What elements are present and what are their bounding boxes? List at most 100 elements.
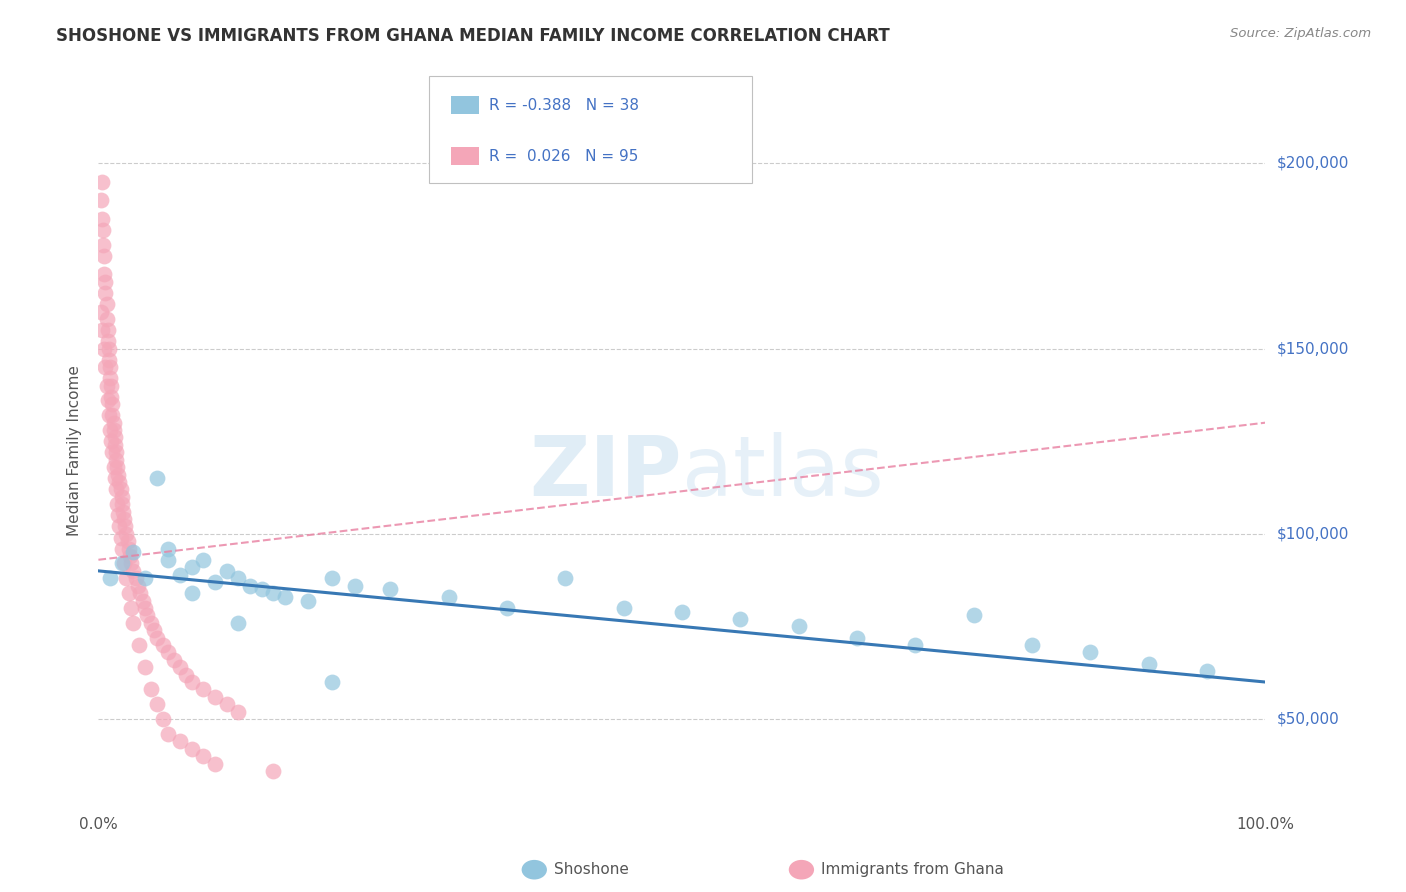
Point bbox=[90, 175, 112, 189]
Point bbox=[110, 531, 132, 545]
Point bbox=[94, 285, 117, 300]
Text: ZIP: ZIP bbox=[530, 432, 682, 513]
Point bbox=[496, 601, 519, 615]
Point bbox=[100, 378, 122, 392]
Point bbox=[112, 557, 135, 571]
Point bbox=[157, 553, 180, 567]
Point bbox=[193, 749, 215, 764]
Point bbox=[96, 378, 118, 392]
Point bbox=[163, 653, 186, 667]
Text: Source: ZipAtlas.com: Source: ZipAtlas.com bbox=[1230, 27, 1371, 40]
Point bbox=[1080, 645, 1102, 659]
Point bbox=[90, 323, 112, 337]
Point bbox=[215, 698, 238, 712]
Point bbox=[101, 445, 124, 459]
Point bbox=[97, 323, 120, 337]
Text: atlas: atlas bbox=[682, 432, 883, 513]
Point bbox=[134, 601, 156, 615]
Point bbox=[962, 608, 984, 623]
Point bbox=[103, 423, 125, 437]
Point bbox=[228, 615, 250, 630]
Point bbox=[169, 567, 191, 582]
Point bbox=[380, 582, 402, 597]
Point bbox=[98, 360, 121, 375]
Point bbox=[90, 211, 112, 226]
Point bbox=[239, 579, 262, 593]
Point bbox=[613, 601, 636, 615]
Point bbox=[111, 497, 134, 511]
Point bbox=[120, 601, 142, 615]
Point bbox=[103, 460, 125, 475]
Point bbox=[105, 460, 128, 475]
Point bbox=[112, 512, 135, 526]
Point bbox=[128, 638, 150, 652]
Point bbox=[250, 582, 273, 597]
Point bbox=[169, 660, 191, 674]
Point bbox=[94, 275, 117, 289]
Point bbox=[554, 571, 576, 585]
Point bbox=[100, 434, 122, 449]
Point bbox=[96, 312, 118, 326]
Point bbox=[143, 623, 166, 637]
Text: $200,000: $200,000 bbox=[1277, 156, 1348, 170]
Point bbox=[122, 615, 145, 630]
Point bbox=[180, 560, 202, 574]
Point bbox=[204, 756, 226, 771]
Text: $50,000: $50,000 bbox=[1277, 712, 1340, 727]
Point bbox=[904, 638, 927, 652]
Point bbox=[730, 612, 752, 626]
Point bbox=[93, 249, 115, 263]
Point bbox=[157, 645, 180, 659]
Point bbox=[297, 593, 319, 607]
Point bbox=[110, 483, 132, 497]
Point bbox=[104, 430, 127, 444]
Point bbox=[104, 445, 127, 459]
Point bbox=[97, 409, 120, 423]
Point bbox=[146, 631, 169, 645]
Point bbox=[157, 541, 180, 556]
Text: $150,000: $150,000 bbox=[1277, 341, 1348, 356]
Point bbox=[274, 590, 297, 604]
Point bbox=[152, 638, 174, 652]
Point bbox=[96, 297, 118, 311]
Text: $100,000: $100,000 bbox=[1277, 526, 1348, 541]
Point bbox=[115, 526, 138, 541]
Point bbox=[228, 571, 250, 585]
Point bbox=[105, 497, 128, 511]
Text: Shoshone: Shoshone bbox=[554, 863, 628, 877]
Point bbox=[91, 237, 114, 252]
Point bbox=[97, 334, 120, 348]
Point bbox=[125, 571, 148, 585]
Point bbox=[262, 586, 284, 600]
Point bbox=[90, 304, 112, 318]
Text: Immigrants from Ghana: Immigrants from Ghana bbox=[821, 863, 1004, 877]
Point bbox=[111, 541, 134, 556]
Point bbox=[122, 564, 145, 578]
Point bbox=[103, 416, 125, 430]
Point bbox=[134, 660, 156, 674]
Point bbox=[146, 698, 169, 712]
Point bbox=[204, 574, 226, 589]
Point bbox=[91, 223, 114, 237]
Point bbox=[93, 342, 115, 356]
Point bbox=[111, 505, 134, 519]
Point bbox=[94, 360, 117, 375]
Point bbox=[180, 675, 202, 690]
Point bbox=[146, 471, 169, 485]
Point bbox=[115, 571, 138, 585]
Point bbox=[98, 371, 121, 385]
Text: R =  0.026   N = 95: R = 0.026 N = 95 bbox=[489, 149, 638, 163]
Point bbox=[262, 764, 284, 778]
Point bbox=[321, 675, 343, 690]
Point bbox=[204, 690, 226, 704]
Point bbox=[136, 608, 159, 623]
Y-axis label: Median Family Income: Median Family Income bbox=[67, 365, 83, 536]
Point bbox=[321, 571, 343, 585]
Point bbox=[97, 352, 120, 367]
Point bbox=[228, 705, 250, 719]
Point bbox=[157, 727, 180, 741]
Point bbox=[111, 557, 134, 571]
Point bbox=[180, 586, 202, 600]
Point bbox=[215, 564, 238, 578]
Point bbox=[118, 586, 141, 600]
